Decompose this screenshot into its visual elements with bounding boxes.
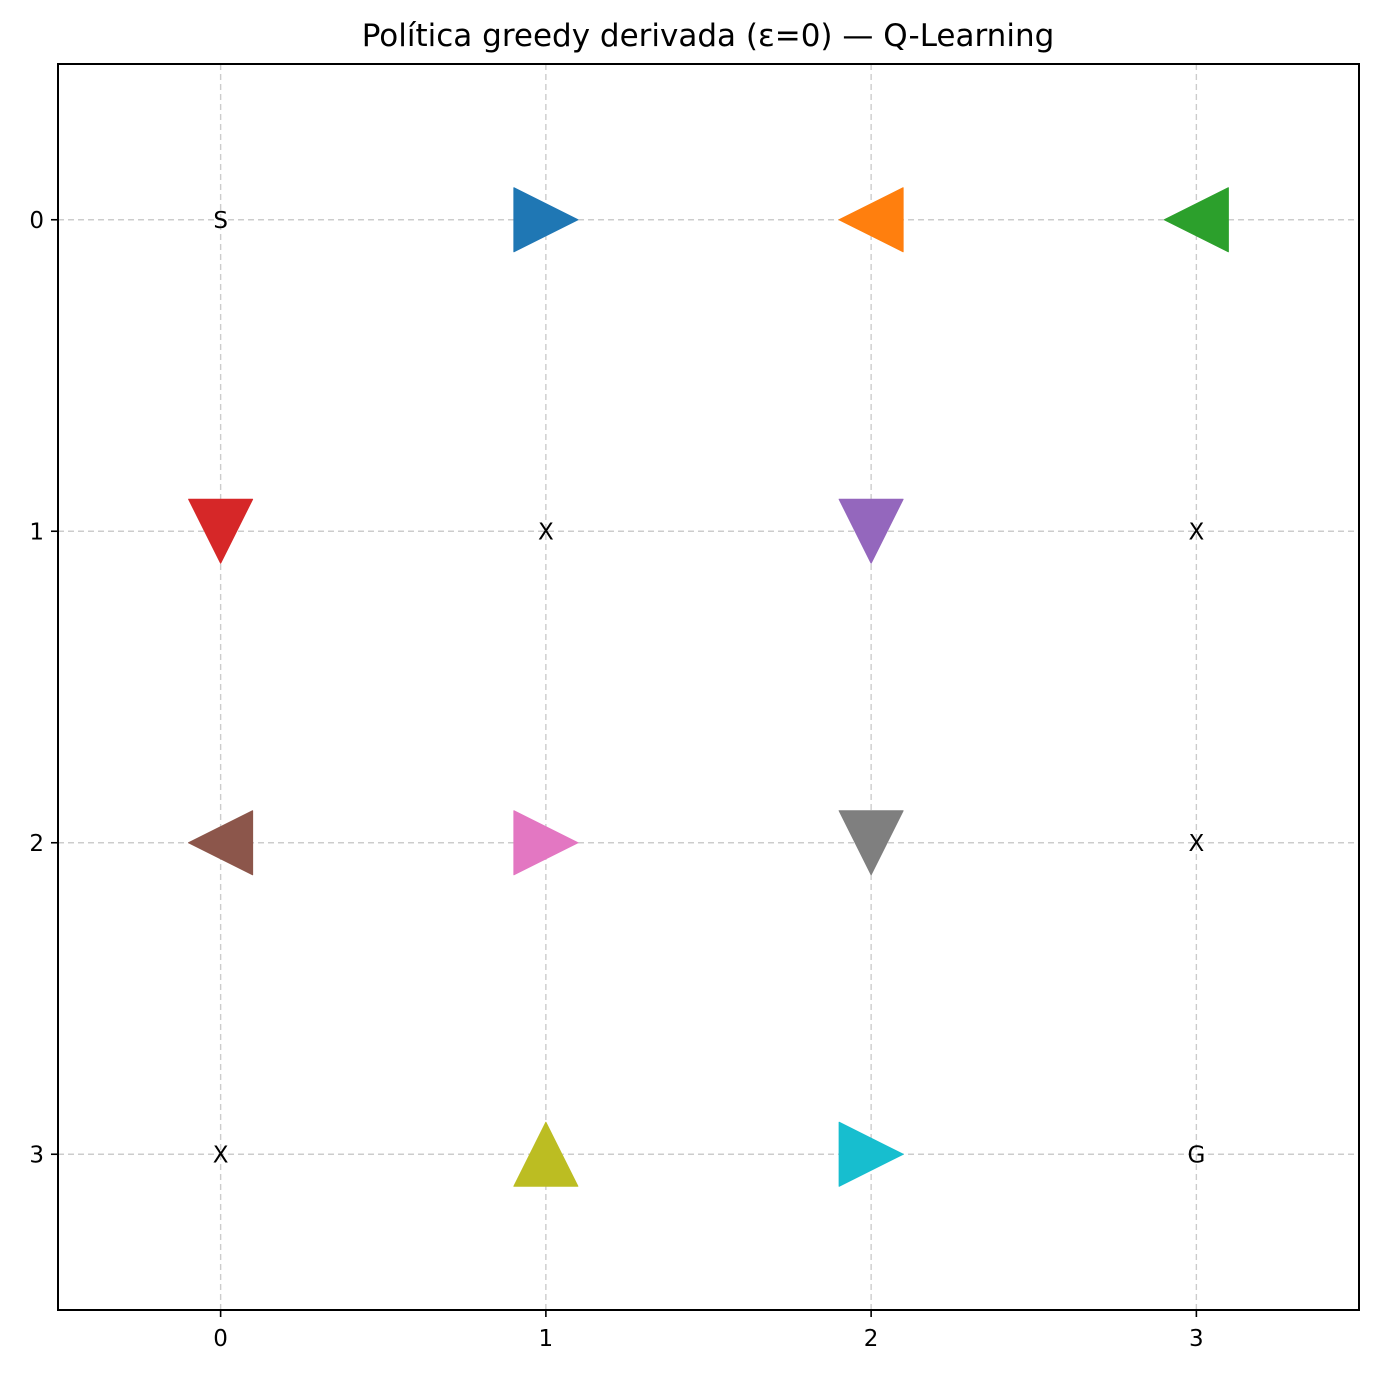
arrow-down-r1c0 xyxy=(188,498,254,564)
x-tick-label: 1 xyxy=(539,1326,554,1352)
y-tick-label: 2 xyxy=(29,831,44,857)
cell-labels: S X X X X G xyxy=(213,208,1206,1169)
y-tick-label: 3 xyxy=(29,1142,44,1168)
x-tick-label: 0 xyxy=(213,1326,228,1352)
arrow-left-r0c2 xyxy=(838,187,904,253)
cell-label-r2c3: X xyxy=(1188,831,1204,857)
axis-ticks: 0 1 2 3 0 1 2 3 xyxy=(29,208,1203,1352)
arrow-right-r0c1 xyxy=(513,187,579,253)
arrow-down-r2c2 xyxy=(838,810,904,876)
arrow-down-r1c2 xyxy=(838,498,904,564)
y-tick-label: 0 xyxy=(29,208,44,234)
arrow-left-r0c3 xyxy=(1163,187,1229,253)
cell-label-r0c0: S xyxy=(213,208,228,234)
arrow-up-r3c1 xyxy=(513,1121,579,1187)
grid-lines xyxy=(58,64,1359,1310)
arrow-right-r3c2 xyxy=(838,1121,904,1187)
x-tick-label: 2 xyxy=(864,1326,879,1352)
arrow-left-r2c0 xyxy=(188,810,254,876)
cell-label-r3c3: G xyxy=(1187,1142,1205,1168)
arrow-right-r2c1 xyxy=(513,810,579,876)
plot-frame xyxy=(57,63,1360,1311)
cell-label-r1c1: X xyxy=(538,519,554,545)
y-tick-label: 1 xyxy=(29,519,44,545)
chart-title: Política greedy derivada (ε=0) — Q-Learn… xyxy=(362,18,1055,54)
x-tick-label: 3 xyxy=(1189,1326,1204,1352)
cell-label-r3c0: X xyxy=(213,1142,229,1168)
policy-arrows xyxy=(188,187,1229,1187)
cell-label-r1c3: X xyxy=(1188,519,1204,545)
